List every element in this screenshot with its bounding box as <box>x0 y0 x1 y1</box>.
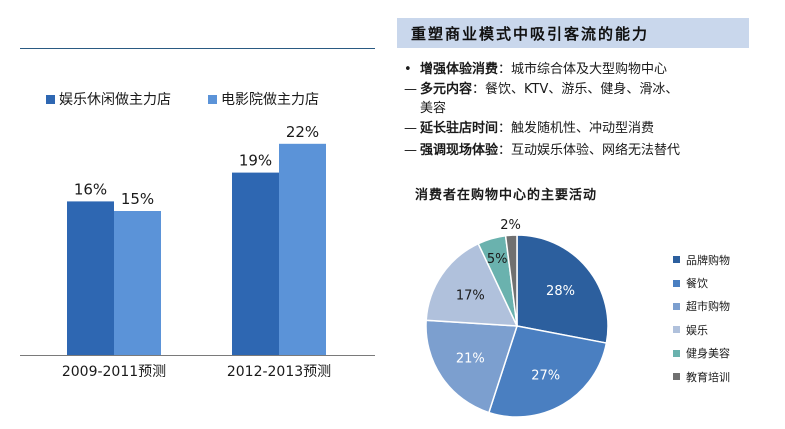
pie-legend: 品牌购物 餐饮 超市购物 娱乐 健身美容 教育培训 <box>673 248 730 388</box>
bullet-text: ：城市综合体及大型购物中心 <box>498 62 668 77</box>
pie-legend-label: 健身美容 <box>686 347 730 361</box>
pie-legend-label: 教育培训 <box>686 370 730 384</box>
pie-slice-4 <box>425 242 519 327</box>
pie-chart: 28% 27% 21% 17% 5% 2% <box>425 218 609 418</box>
pie-legend-swatch <box>673 349 680 357</box>
pie-legend-swatch <box>673 373 680 381</box>
bar-legend-item-2: 电影院做主力店 <box>208 89 319 109</box>
pie-legend-swatch <box>673 326 680 334</box>
pie-slice-3 <box>425 319 519 414</box>
bar-2-1 <box>232 172 279 355</box>
pie-value-label: 2% <box>500 218 521 233</box>
pie-legend-item-4: 娱乐 <box>673 318 730 341</box>
pie-legend-label: 超市购物 <box>686 300 730 314</box>
category-label-2: 2012-2013预测 <box>227 364 331 380</box>
bullet-marker: — <box>404 143 417 158</box>
bullet-marker: — <box>404 121 417 136</box>
pie-legend-label: 餐饮 <box>686 277 708 291</box>
bullet-heading: 延长驻店时间 <box>420 121 499 136</box>
pie-slice-2 <box>487 325 608 418</box>
legend-swatch-1 <box>46 94 55 104</box>
bullet-text: ：触发随机性、冲动型消费 <box>498 121 655 136</box>
legend-label-2: 电影院做主力店 <box>221 92 319 108</box>
bar-1-2 <box>114 211 161 355</box>
bar-value-label: 15% <box>121 190 154 208</box>
pie-value-label: 17% <box>456 288 485 303</box>
bullet-marker: — <box>404 82 417 97</box>
pie-legend-item-2: 餐饮 <box>673 271 730 294</box>
bullet-1: • 增强体验消费：城市综合体及大型购物中心 <box>404 61 667 79</box>
pie-legend-swatch <box>673 279 680 287</box>
bullet-heading: 多元内容 <box>420 82 473 97</box>
pie-legend-swatch <box>673 302 680 310</box>
bar-value-label: 22% <box>286 123 319 141</box>
legend-swatch-2 <box>208 94 217 104</box>
bullet-2: — 多元内容：餐饮、KTV、游乐、健身、滑冰、 <box>404 81 678 99</box>
pie-legend-swatch <box>673 256 680 264</box>
pie-legend-label: 品牌购物 <box>686 253 730 267</box>
pie-value-label: 5% <box>487 252 508 267</box>
bullet-2-continued: 美容 <box>420 100 446 118</box>
pie-legend-item-6: 教育培训 <box>673 365 730 388</box>
bar-value-label: 19% <box>239 152 272 170</box>
pie-value-label: 21% <box>456 352 485 367</box>
bullet-4: — 强调现场体验：互动娱乐体验、网络无法替代 <box>404 142 680 160</box>
pie-legend-item-3: 超市购物 <box>673 295 730 318</box>
pie-legend-label: 娱乐 <box>686 323 708 337</box>
pie-legend-item-1: 品牌购物 <box>673 248 730 271</box>
category-label-1: 2009-2011预测 <box>62 364 166 380</box>
bullet-3: — 延长驻店时间：触发随机性、冲动型消费 <box>404 120 654 138</box>
pie-value-label: 28% <box>546 284 575 299</box>
bullet-heading: 增强体验消费 <box>420 62 499 77</box>
legend-label-1: 娱乐休闲做主力店 <box>59 92 171 108</box>
pie-legend-item-5: 健身美容 <box>673 342 730 365</box>
pie-slice-1 <box>516 234 609 344</box>
pie-value-label: 27% <box>531 369 560 384</box>
bullet-text: 美容 <box>420 101 447 116</box>
bar-chart: 16% 15% 2009-2011预测 19% 22% 2012-2013预测 <box>20 123 375 380</box>
bullet-heading: 强调现场体验 <box>420 143 499 158</box>
bullet-text: ：餐饮、KTV、游乐、健身、滑冰、 <box>472 82 679 97</box>
top-rule <box>20 48 375 49</box>
pie-slice-6 <box>504 234 518 327</box>
panel-title: 重塑商业模式中吸引客流的能力 <box>397 18 749 48</box>
bullet-marker: • <box>404 62 412 77</box>
bar-2-2 <box>279 143 326 355</box>
bullet-text: ：互动娱乐体验、网络无法替代 <box>498 143 681 158</box>
bar-value-label: 16% <box>74 180 107 198</box>
bar-1-1 <box>67 201 114 355</box>
pie-title: 消费者在购物中心的主要活动 <box>415 188 598 203</box>
bar-legend-item-1: 娱乐休闲做主力店 <box>46 89 171 109</box>
